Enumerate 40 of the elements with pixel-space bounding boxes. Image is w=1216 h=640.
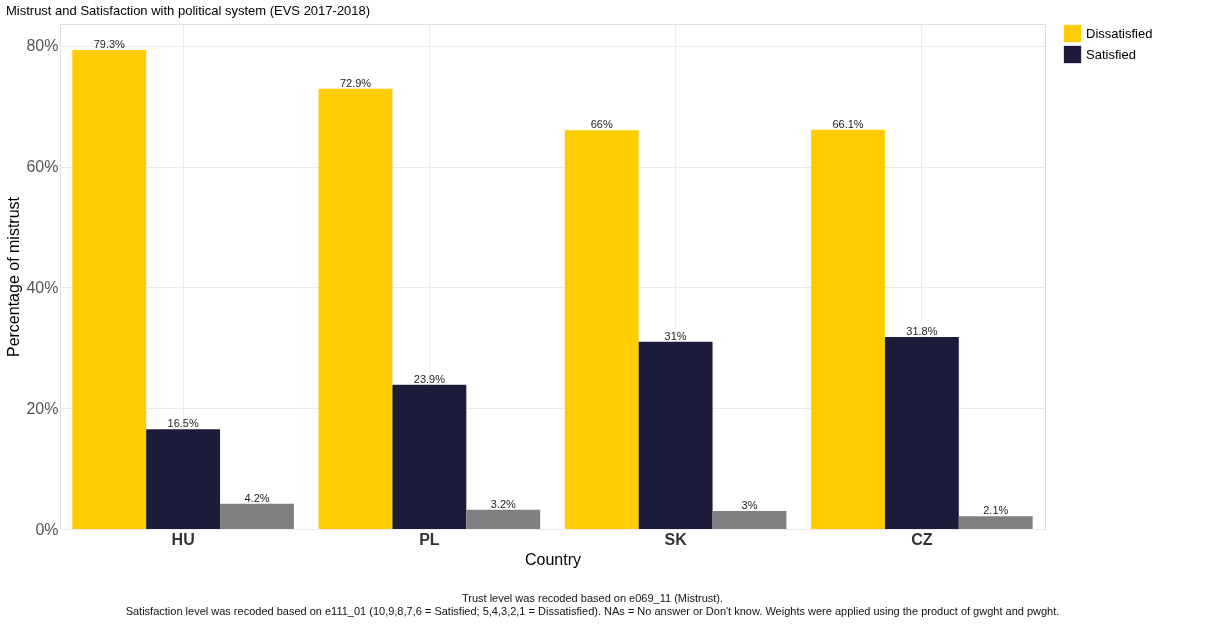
bar xyxy=(811,129,885,529)
bar xyxy=(564,130,639,529)
text: Trust level was recoded based on e069_11 (Mistrust). xyxy=(461,592,724,604)
chart-title: Mistrust and Satisfaction with political system (EVS 2017-2018) xyxy=(5,3,371,18)
y-tick-label: 80% xyxy=(26,37,59,55)
bar xyxy=(392,384,467,529)
data-label: 2.1% xyxy=(983,504,1009,517)
bar xyxy=(220,503,294,529)
data-label: 72.9% xyxy=(339,76,372,89)
x-tick-label: CZ xyxy=(911,530,933,548)
data-label: 23.9% xyxy=(413,372,446,385)
legend-label: Dissatisfied xyxy=(1086,25,1153,41)
bar xyxy=(466,509,541,529)
data-label: 3% xyxy=(741,498,758,511)
y-tick-label: 20% xyxy=(26,399,59,417)
x-tick-label: HU xyxy=(171,530,195,548)
bar xyxy=(318,88,393,529)
x-tick-label: SK xyxy=(664,530,688,548)
y-tick-label: 0% xyxy=(35,520,59,538)
data-label: 4.2% xyxy=(244,491,270,504)
x-axis-title: Country xyxy=(524,550,582,568)
data-label: 31.8% xyxy=(906,324,938,337)
data-label: 79.3% xyxy=(93,37,126,50)
data-label: 66% xyxy=(590,118,613,131)
y-tick-label: 40% xyxy=(26,278,59,296)
bar xyxy=(72,49,147,529)
bar xyxy=(712,510,787,529)
data-label: 16.5% xyxy=(167,417,199,430)
data-label: 31% xyxy=(664,329,687,342)
x-tick-label: PL xyxy=(419,530,440,548)
y-axis-title: Percentage of mistrust xyxy=(5,196,23,358)
y-tick-label: 60% xyxy=(26,158,59,176)
data-label: 66.1% xyxy=(832,117,864,130)
bar xyxy=(958,516,1033,529)
legend-label: Satisfied xyxy=(1086,46,1136,62)
text: Satisfaction level was recoded based on e111_01 (10,9,8,7,6 = Satisfied; 5,4,3,2,1 = Dissatisfied). NAs = No answer or Don't know. Weights were applied using the product of gwght and pwght. xyxy=(125,605,1060,617)
bar xyxy=(146,429,221,529)
bar xyxy=(638,341,713,529)
bar xyxy=(884,336,959,529)
data-label: 3.2% xyxy=(490,497,516,510)
